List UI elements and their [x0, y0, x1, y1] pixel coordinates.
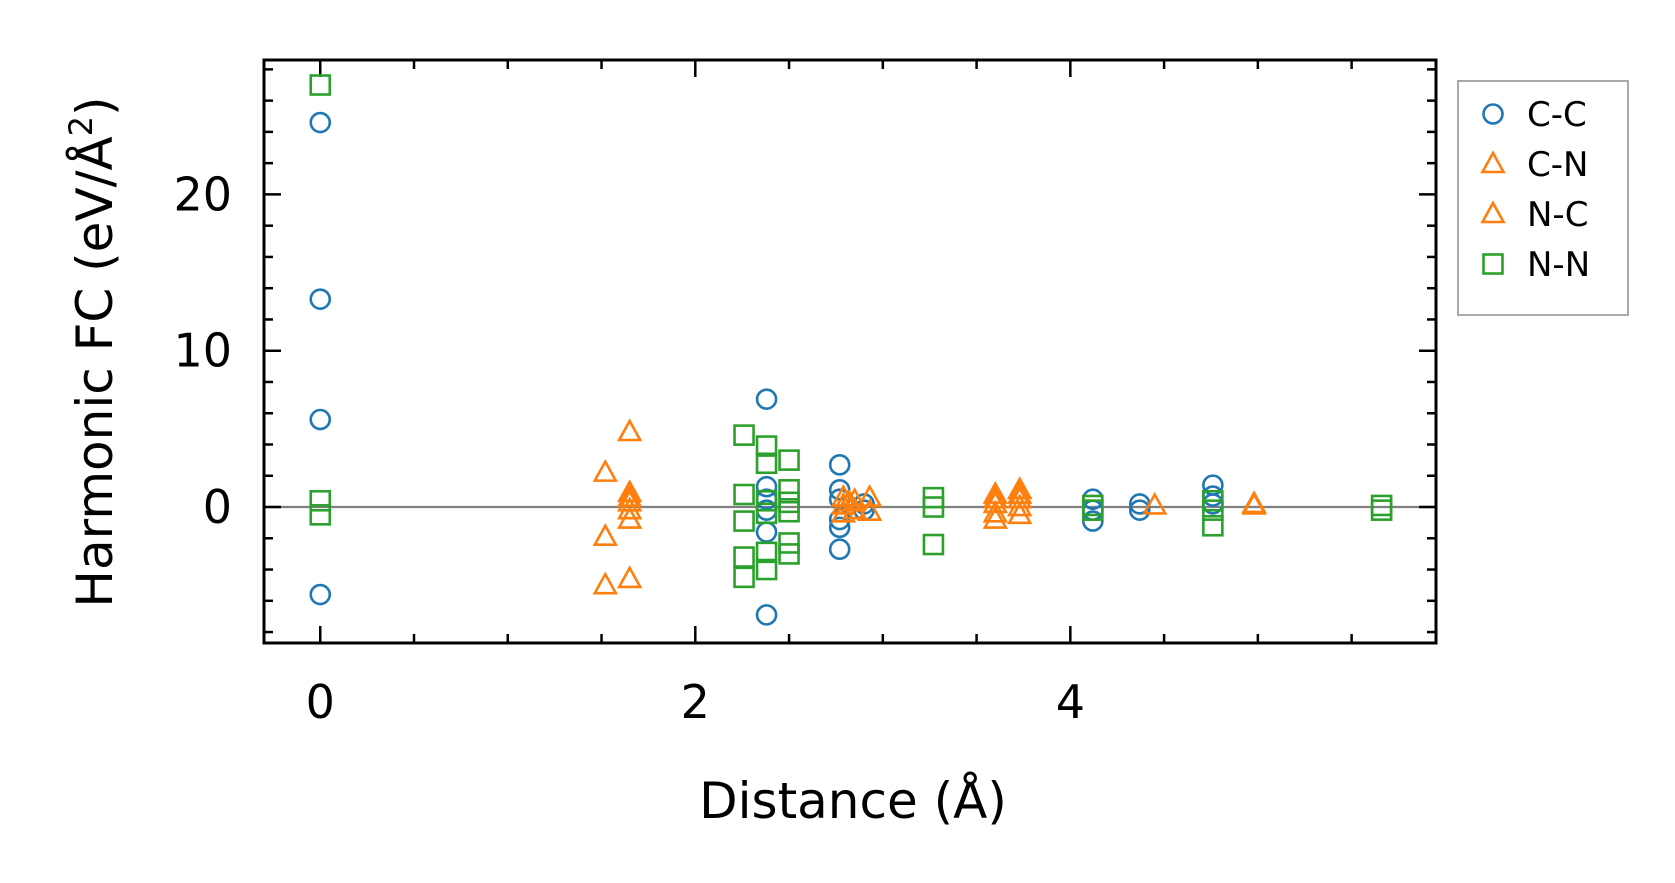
point-n-n — [778, 479, 800, 501]
legend-item-n-n: N-N — [1482, 245, 1590, 285]
point-n-n — [733, 566, 755, 589]
point-n-n — [309, 74, 332, 96]
point-n-n — [922, 533, 945, 556]
point-n-c — [1007, 480, 1033, 504]
point-n-n — [309, 504, 332, 526]
point-n-n — [755, 435, 778, 457]
x-axis-label: Distance (Å) — [699, 772, 1007, 830]
point-c-n — [856, 483, 883, 507]
point-c-n — [841, 487, 868, 511]
point-n-n — [733, 424, 755, 446]
y-axis-label-close: ) — [66, 96, 124, 116]
y-axis-label-superscript: 2 — [62, 116, 100, 136]
point-c-n — [1007, 485, 1033, 509]
point-n-n — [1082, 499, 1104, 521]
y-axis-label-main: Harmonic FC (eV/Å — [66, 136, 124, 607]
point-c-c — [828, 516, 851, 539]
point-c-c — [1128, 499, 1151, 521]
point-c-c — [828, 454, 851, 476]
legend-item-n-c: N-C — [1480, 195, 1588, 235]
point-n-n — [1202, 499, 1224, 521]
legend: C-C C-N N-C N-N — [1457, 80, 1629, 316]
point-n-n — [733, 483, 755, 506]
point-c-c — [755, 475, 778, 498]
point-n-n — [755, 541, 778, 564]
y-tick-label: 10 — [173, 324, 232, 378]
point-n-n — [755, 558, 778, 581]
data-points — [309, 74, 1393, 626]
point-c-n — [616, 496, 643, 520]
x-tick-label: 4 — [1056, 675, 1085, 729]
point-c-c — [755, 388, 778, 410]
point-c-n — [856, 498, 883, 522]
legend-label-n-n: N-N — [1527, 245, 1590, 285]
legend-item-c-n: C-N — [1480, 145, 1588, 185]
point-n-c — [1241, 490, 1267, 514]
point-n-n — [755, 452, 778, 475]
plot-frame — [262, 58, 1438, 645]
point-c-n — [982, 490, 1009, 514]
point-n-n — [778, 543, 800, 565]
point-n-n — [922, 496, 945, 518]
point-c-c — [309, 408, 332, 431]
point-c-n — [982, 505, 1009, 529]
y-tick-label: 20 — [173, 167, 232, 221]
point-c-n — [830, 483, 857, 507]
plot-area — [264, 60, 1436, 643]
point-n-n — [309, 489, 332, 512]
point-n-n — [1202, 514, 1224, 537]
point-n-n — [755, 489, 778, 512]
y-axis-label: Harmonic FC (eV/Å2) — [62, 96, 124, 607]
legend-marker-c-c — [1482, 103, 1504, 125]
legend-item-c-c: C-C — [1482, 95, 1587, 135]
point-n-n — [1370, 499, 1393, 521]
tick-labels: 0 2 4 0 10 20 — [173, 167, 1085, 729]
point-c-c — [309, 288, 332, 310]
point-c-c — [309, 583, 332, 606]
point-c-n — [830, 491, 857, 515]
point-c-c — [755, 604, 778, 626]
legend-marker-n-n — [1482, 253, 1504, 275]
point-n-n — [778, 500, 800, 523]
point-c-n — [1142, 491, 1168, 515]
point-n-c — [982, 485, 1009, 509]
point-c-n — [1007, 493, 1033, 517]
point-n-n — [755, 502, 778, 525]
point-c-n — [592, 523, 618, 547]
point-n-n — [733, 546, 755, 568]
legend-marker-c-n — [1480, 150, 1506, 174]
point-c-n — [592, 458, 618, 482]
legend-label-n-c: N-C — [1527, 195, 1588, 235]
point-c-n — [592, 571, 618, 595]
point-c-n — [982, 499, 1009, 523]
point-n-c — [616, 483, 643, 507]
legend-marker-n-c — [1480, 200, 1506, 224]
x-tick-label: 2 — [681, 675, 710, 729]
x-tick-label: 0 — [306, 675, 335, 729]
point-n-n — [733, 510, 755, 532]
point-c-c — [828, 538, 851, 561]
point-c-n — [1007, 501, 1033, 525]
y-tick-label: 0 — [203, 480, 232, 534]
point-n-n — [778, 532, 800, 554]
legend-label-c-n: C-N — [1527, 145, 1588, 185]
legend-label-c-c: C-C — [1527, 95, 1587, 135]
point-c-c — [1082, 510, 1104, 532]
point-c-n — [616, 565, 643, 589]
point-n-c — [836, 488, 862, 512]
point-c-n — [616, 418, 643, 442]
point-c-n — [616, 505, 643, 529]
point-c-c — [309, 111, 332, 134]
point-n-n — [778, 449, 800, 471]
